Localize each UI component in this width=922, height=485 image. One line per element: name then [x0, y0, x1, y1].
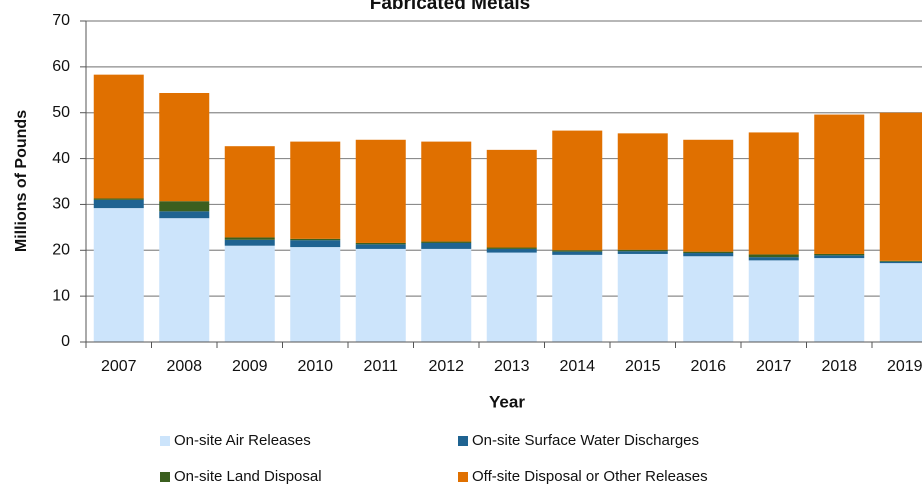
bar-segment: [486, 248, 537, 253]
x-tick-label: 2010: [297, 358, 333, 375]
bar-segment: [486, 252, 537, 342]
y-tick-label: 20: [52, 242, 70, 259]
bar-segment: [224, 237, 275, 240]
bar-segment: [355, 139, 406, 243]
bar-segment: [748, 254, 799, 258]
x-tick-label: 2014: [559, 358, 595, 375]
bar-segment: [93, 199, 144, 209]
legend-label: On-site Land Disposal: [174, 468, 322, 485]
bar-segment: [617, 251, 668, 254]
x-tick-label: 2019: [887, 358, 922, 375]
bar-segment: [93, 208, 144, 342]
bar-segment: [421, 141, 472, 242]
x-axis-label: Year: [489, 392, 525, 411]
bar-segment: [617, 253, 668, 342]
bar-segment: [617, 133, 668, 250]
x-tick-label: 2009: [232, 358, 268, 375]
bar-segment: [224, 245, 275, 342]
bar-segment: [93, 198, 144, 200]
bar-segment: [814, 258, 865, 342]
x-tick-label: 2013: [494, 358, 530, 375]
bar-segment: [486, 247, 537, 249]
bar-segment: [486, 149, 537, 248]
bar-segment: [224, 146, 275, 238]
legend-swatch: [160, 472, 170, 482]
bar-segment: [93, 74, 144, 199]
bar-segment: [814, 253, 865, 256]
legend-swatch: [160, 436, 170, 446]
x-tick-label: 2017: [756, 358, 792, 375]
legend-label: On-site Surface Water Discharges: [472, 432, 699, 449]
x-tick-label: 2016: [690, 358, 726, 375]
x-tick-label: 2008: [166, 358, 202, 375]
bar-segment: [421, 248, 472, 342]
y-tick-label: 40: [52, 150, 70, 167]
bar-segment: [879, 260, 922, 262]
bar-segment: [814, 114, 865, 254]
bar-segment: [421, 241, 472, 243]
legend-swatch: [458, 436, 468, 446]
bar-segment: [748, 257, 799, 261]
bar-segment: [748, 132, 799, 255]
x-tick-label: 2015: [625, 358, 661, 375]
bar-segment: [224, 239, 275, 246]
y-tick-label: 10: [52, 287, 70, 304]
bar-segment: [290, 141, 341, 239]
bar-segment: [355, 242, 406, 245]
bar-segment: [355, 248, 406, 342]
legend-swatch: [458, 472, 468, 482]
bar-segment: [683, 253, 734, 257]
bar-segment: [159, 201, 210, 212]
bar-segment: [355, 244, 406, 249]
y-tick-label: 70: [52, 12, 70, 29]
x-tick-label: 2018: [821, 358, 857, 375]
bar-segment: [290, 238, 341, 241]
bar-segment: [748, 260, 799, 342]
bar-segment: [683, 139, 734, 252]
chart-title: Fabricated Metals: [370, 0, 531, 14]
bar-segment: [290, 247, 341, 342]
legend-label: Off-site Disposal or Other Releases: [472, 468, 708, 485]
bar-segment: [617, 249, 668, 252]
bar-segment: [159, 218, 210, 342]
bar-segment: [159, 211, 210, 219]
y-tick-label: 0: [61, 333, 70, 350]
bar-segment: [421, 242, 472, 249]
bar-segment: [683, 251, 734, 254]
bar-segment: [552, 250, 603, 252]
bar-segment: [552, 130, 603, 251]
bar-segment: [290, 240, 341, 248]
bar-segment: [814, 255, 865, 259]
x-tick-label: 2011: [364, 358, 399, 375]
bar-segment: [879, 112, 922, 261]
y-tick-label: 30: [52, 196, 70, 213]
y-tick-label: 50: [52, 104, 70, 121]
bar-segment: [879, 263, 922, 342]
bar-segment: [683, 256, 734, 342]
bar-segment: [552, 254, 603, 342]
x-tick-label: 2007: [101, 358, 137, 375]
bar-segment: [879, 261, 922, 264]
bar-segment: [159, 92, 210, 202]
y-tick-label: 60: [52, 58, 70, 75]
x-tick-label: 2012: [428, 358, 464, 375]
y-axis-label: Millions of Pounds: [13, 110, 30, 252]
legend-label: On-site Air Releases: [174, 432, 311, 449]
bar-segment: [552, 251, 603, 255]
